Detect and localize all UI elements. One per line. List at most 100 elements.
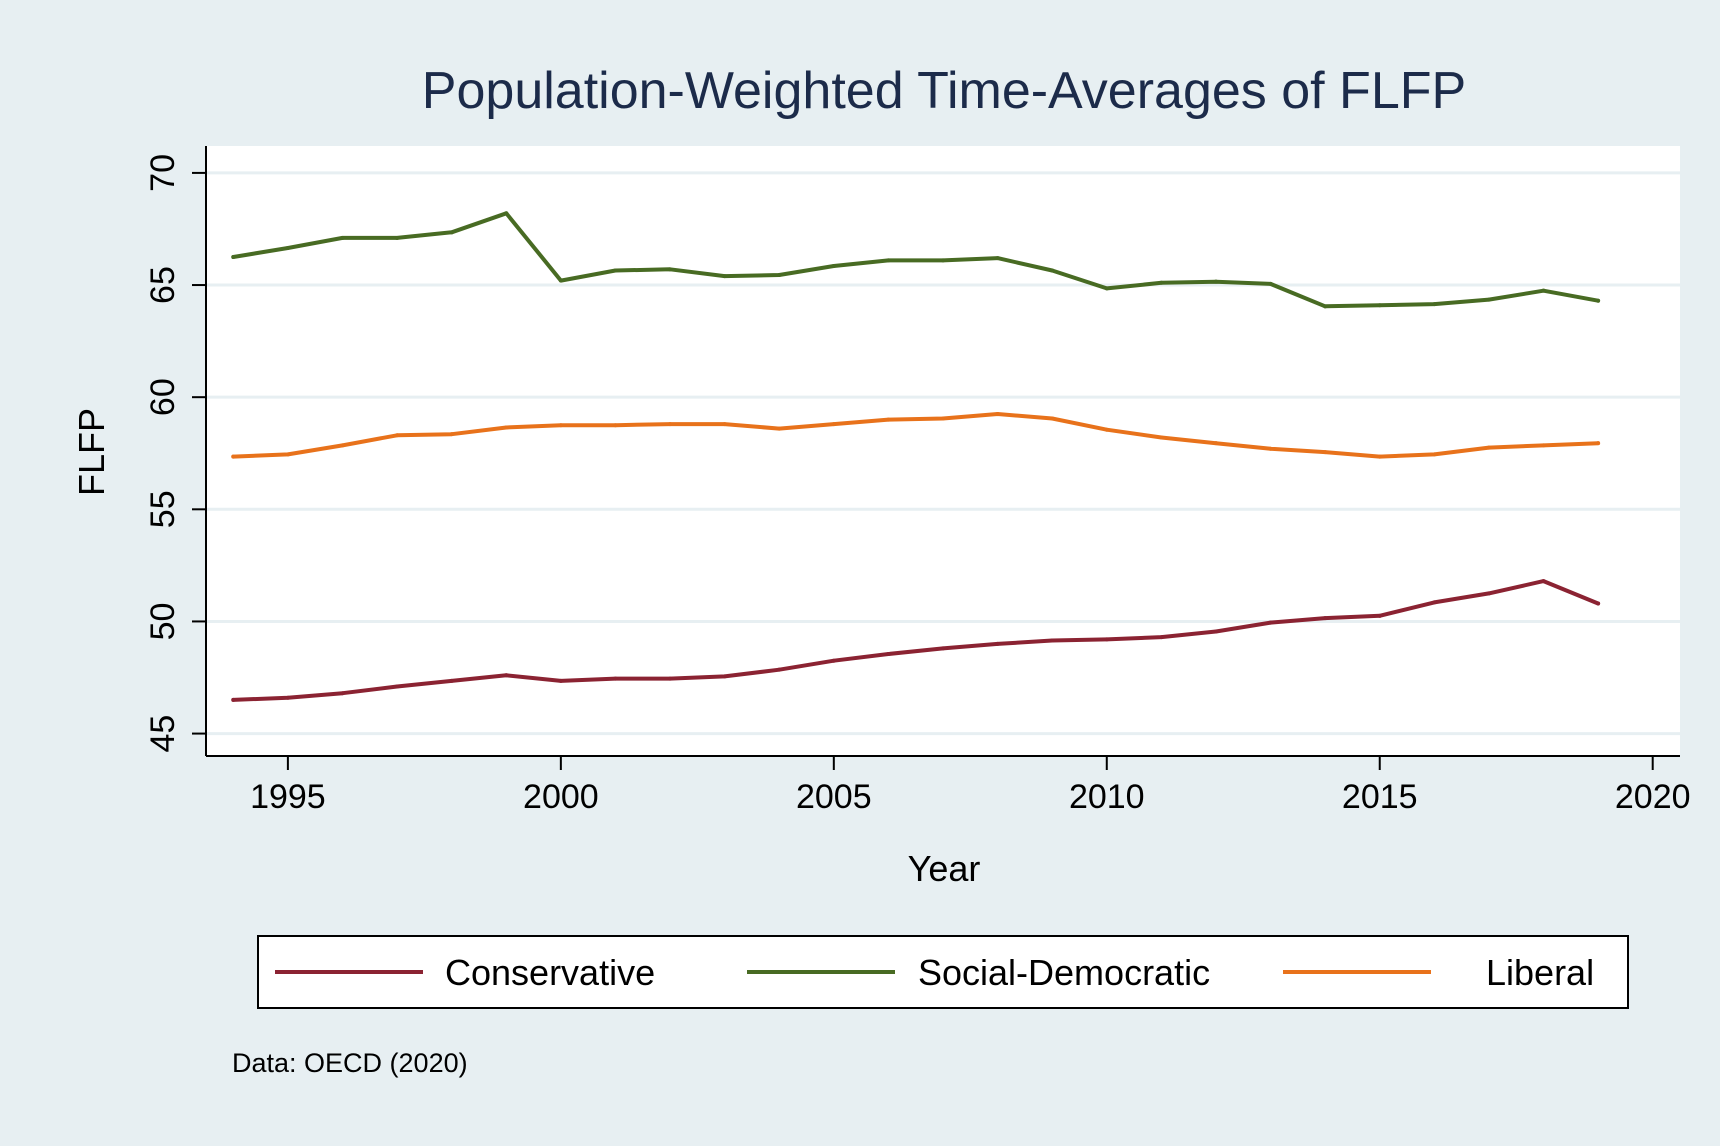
data-point-liberal <box>613 423 618 428</box>
data-point-liberal <box>995 411 1000 416</box>
data-point-social-democratic <box>395 235 400 240</box>
data-point-social-democratic <box>285 246 290 251</box>
data-point-liberal <box>1104 427 1109 432</box>
data-point-social-democratic <box>504 211 509 216</box>
data-point-conservative <box>613 676 618 681</box>
data-point-liberal <box>1213 441 1218 446</box>
data-point-social-democratic <box>231 255 236 260</box>
data-point-social-democratic <box>1596 298 1601 303</box>
data-point-social-democratic <box>722 274 727 279</box>
data-point-social-democratic <box>1432 302 1437 307</box>
plot-region-background <box>206 146 1680 756</box>
data-point-social-democratic <box>668 267 673 272</box>
data-point-conservative <box>1104 637 1109 642</box>
y-tick-label: 65 <box>144 266 182 304</box>
data-point-liberal <box>941 416 945 421</box>
data-point-social-democratic <box>449 230 454 235</box>
data-point-social-democratic <box>777 272 782 277</box>
data-point-liberal <box>285 452 290 457</box>
data-point-liberal <box>558 423 563 428</box>
data-point-liberal <box>449 432 454 437</box>
data-point-liberal <box>1323 450 1328 455</box>
data-point-social-democratic <box>1323 304 1328 309</box>
source-note: Data: OECD (2020) <box>232 1048 468 1078</box>
data-point-liberal <box>1486 445 1491 450</box>
chart-title: Population-Weighted Time-Averages of FLF… <box>422 62 1466 120</box>
data-point-conservative <box>558 678 563 683</box>
data-point-conservative <box>1213 629 1218 634</box>
data-point-liberal <box>231 454 236 459</box>
x-tick-label: 2000 <box>523 778 599 816</box>
x-tick-label: 2020 <box>1615 778 1691 816</box>
x-tick-label: 2015 <box>1342 778 1418 816</box>
data-point-liberal <box>722 422 727 427</box>
data-point-conservative <box>340 691 345 696</box>
series-line-conservative <box>231 579 1601 702</box>
y-tick-label: 70 <box>144 154 182 192</box>
data-point-conservative <box>1486 591 1491 596</box>
data-point-conservative <box>1159 635 1164 640</box>
data-point-conservative <box>1323 616 1328 621</box>
data-point-conservative <box>449 678 454 683</box>
data-point-social-democratic <box>831 263 836 268</box>
data-point-liberal <box>1596 441 1601 446</box>
data-point-conservative <box>995 641 1000 646</box>
data-point-liberal <box>777 426 782 431</box>
data-point-liberal <box>1268 446 1273 451</box>
data-point-social-democratic <box>1213 279 1218 284</box>
data-point-social-democratic <box>1268 281 1273 286</box>
data-point-conservative <box>1432 600 1437 605</box>
y-tick-label: 45 <box>144 715 182 753</box>
data-point-liberal <box>395 433 400 438</box>
data-point-conservative <box>1268 620 1273 625</box>
x-axis-title: Year <box>908 848 981 889</box>
data-point-social-democratic <box>558 278 563 283</box>
data-point-conservative <box>1596 601 1601 606</box>
data-point-conservative <box>886 651 891 656</box>
data-point-social-democratic <box>995 256 1000 261</box>
data-point-social-democratic <box>1541 288 1546 293</box>
data-point-conservative <box>1050 638 1055 643</box>
data-point-conservative <box>722 674 727 679</box>
data-point-social-democratic <box>340 235 345 240</box>
legend: Conservative Social-Democratic Liberal <box>257 935 1629 1009</box>
data-point-social-democratic <box>1377 303 1382 308</box>
data-point-conservative <box>285 695 290 700</box>
data-point-liberal <box>1050 416 1055 421</box>
data-point-conservative <box>831 658 836 663</box>
data-point-social-democratic <box>1104 286 1109 291</box>
data-point-social-democratic <box>613 268 618 273</box>
x-tick-label: 2010 <box>1069 778 1145 816</box>
series-line-liberal <box>231 412 1601 459</box>
data-point-liberal <box>668 422 673 427</box>
series-line-social-democratic <box>231 211 1601 309</box>
data-point-social-democratic <box>1050 268 1055 273</box>
x-tick-label: 1995 <box>250 778 326 816</box>
y-tick-label: 50 <box>144 603 182 641</box>
data-point-social-democratic <box>1486 297 1491 302</box>
data-point-conservative <box>941 646 945 651</box>
data-point-conservative <box>504 673 509 678</box>
data-point-liberal <box>1377 454 1382 459</box>
legend-label-social-democratic: Social-Democratic <box>918 952 1210 993</box>
legend-label-liberal: Liberal <box>1486 952 1594 993</box>
y-axis-title: FLFP <box>71 408 112 496</box>
legend-label-conservative: Conservative <box>445 952 655 993</box>
data-point-liberal <box>1159 435 1164 440</box>
data-point-conservative <box>395 684 400 689</box>
data-point-conservative <box>777 667 782 672</box>
data-point-liberal <box>1432 452 1437 457</box>
data-point-liberal <box>504 425 509 430</box>
data-point-conservative <box>1541 579 1546 584</box>
data-point-social-democratic <box>941 258 945 263</box>
y-tick-label: 60 <box>144 378 182 416</box>
x-tick-label: 2005 <box>796 778 872 816</box>
data-point-conservative <box>1377 613 1382 618</box>
data-point-liberal <box>1541 443 1546 448</box>
y-tick-label: 55 <box>144 490 182 528</box>
plot-area: 45 50 55 60 65 70 1995 2000 2005 2010 2015 2020 <box>144 146 1691 816</box>
data-point-liberal <box>340 443 345 448</box>
data-point-conservative <box>668 676 673 681</box>
data-point-liberal <box>831 422 836 427</box>
